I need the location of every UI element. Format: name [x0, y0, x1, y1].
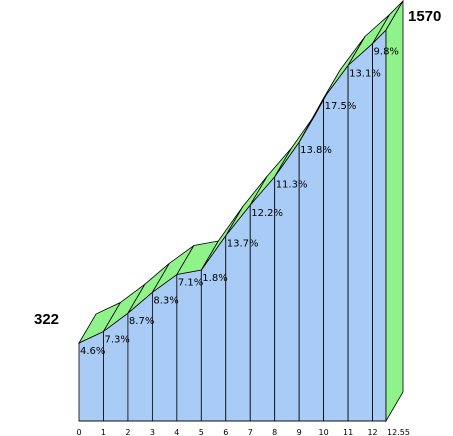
grade-label-5: 1.8%	[202, 273, 227, 284]
x-tick-label-4: 4	[174, 428, 179, 436]
grade-label-7: 12.2%	[251, 208, 283, 219]
profile-segment-11	[347, 42, 373, 422]
grade-label-0: 4.6%	[80, 346, 105, 357]
grade-label-3: 8.3%	[153, 295, 178, 306]
x-tick-label-12: 12	[367, 428, 377, 436]
x-tick-label-7: 7	[248, 428, 253, 436]
x-axis-tick-labels: 0 1 2 3 4 5 6 7 8 9 10 11 12 12.55	[76, 428, 409, 436]
end-elevation-label: 1570	[408, 8, 441, 25]
x-tick-label-6: 6	[223, 428, 228, 436]
grade-label-9: 13.8%	[300, 145, 332, 156]
profile-segment-0	[78, 330, 104, 422]
grade-label-1: 7.3%	[104, 334, 129, 345]
grade-label-11: 13.1%	[349, 68, 381, 79]
x-tick-label-10: 10	[319, 428, 329, 436]
segment-grade-labels: 4.6%7.3%8.7% 8.3%7.1% 1.8% 13.7% 12.2% 11.3% 1…	[80, 47, 399, 357]
end-side-face	[385, 0, 404, 423]
profile-front-face	[78, 29, 387, 422]
x-tick-label-2: 2	[125, 428, 130, 436]
start-elevation-label: 322	[34, 311, 59, 328]
x-tick-label-13: 12.55	[387, 428, 410, 436]
profile-segment-6	[225, 203, 251, 422]
profile-segment-10	[323, 64, 349, 422]
grade-label-6: 13.7%	[227, 239, 259, 250]
x-tick-label-8: 8	[272, 428, 277, 436]
profile-top-band	[78, 0, 404, 423]
x-tick-label-11: 11	[343, 428, 353, 436]
grade-label-8: 11.3%	[276, 180, 308, 191]
grade-label-2: 8.7%	[129, 316, 154, 327]
x-tick-label-0: 0	[76, 428, 81, 436]
profile-segment-4	[176, 269, 202, 422]
grade-label-10: 17.5%	[325, 101, 357, 112]
x-tick-label-9: 9	[297, 428, 302, 436]
grade-label-4: 7.1%	[178, 278, 203, 289]
x-tick-label-5: 5	[199, 428, 204, 436]
profile-segment-12	[372, 29, 387, 422]
x-tick-label-3: 3	[150, 428, 155, 436]
grade-label-12: 9.8%	[374, 47, 399, 58]
profile-segment-1	[103, 312, 129, 422]
profile-segment-2	[127, 291, 153, 422]
x-tick-label-1: 1	[101, 428, 106, 436]
